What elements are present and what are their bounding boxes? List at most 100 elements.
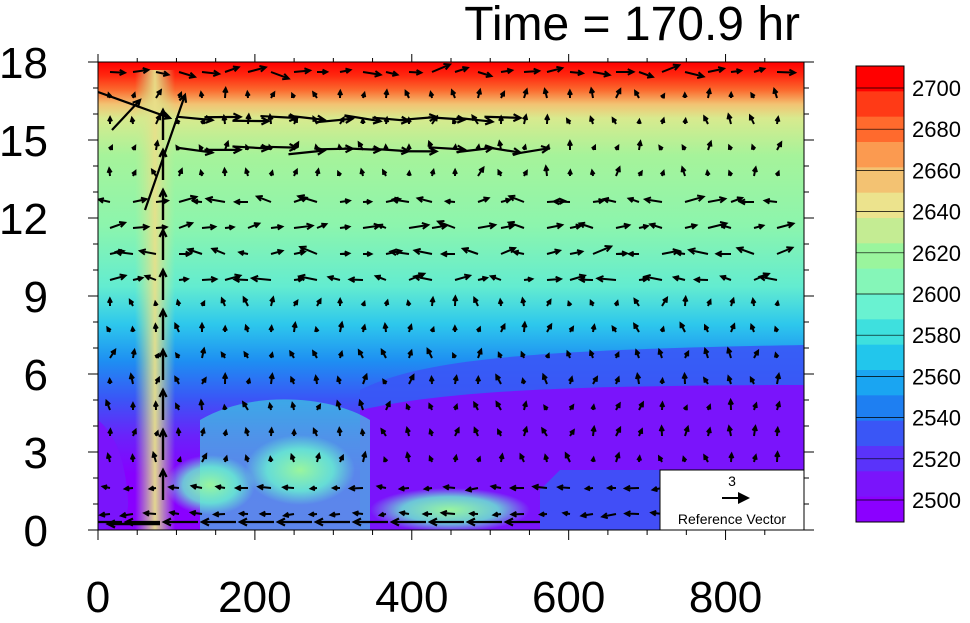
wind-vector <box>476 325 482 333</box>
wind-vector <box>600 512 617 520</box>
wind-vector <box>347 484 364 492</box>
wind-vector <box>500 67 515 75</box>
wind-vector <box>189 483 203 490</box>
wind-vector <box>291 428 297 437</box>
wind-vector <box>177 90 183 99</box>
wind-vector <box>198 398 205 411</box>
wind-vector <box>522 87 529 99</box>
wind-vector <box>728 90 734 99</box>
wind-vector <box>497 351 503 359</box>
wind-vector <box>726 424 733 437</box>
wind-vector <box>568 375 574 385</box>
wind-vector <box>520 350 526 359</box>
wind-vector <box>412 273 433 282</box>
wind-vector <box>541 372 548 385</box>
wind-vector <box>362 372 368 385</box>
wind-vector <box>131 427 137 437</box>
wind-vector <box>500 246 517 255</box>
wind-vector <box>477 71 494 79</box>
wind-vector <box>772 86 779 99</box>
wind-vector <box>456 116 495 126</box>
wind-vector <box>347 276 364 284</box>
wind-vector <box>428 427 434 437</box>
wind-vector <box>328 511 341 518</box>
wind-vector <box>214 484 226 491</box>
wind-vector <box>507 194 525 203</box>
colorbar-swatch <box>856 370 904 396</box>
wind-vector <box>727 169 734 177</box>
wind-vector <box>260 142 299 152</box>
wind-vector <box>497 297 504 307</box>
wind-vector <box>200 346 207 359</box>
wind-vector <box>224 65 241 73</box>
wind-vector <box>634 89 640 99</box>
wind-vector <box>383 298 390 307</box>
colorbar-swatch <box>856 420 904 447</box>
colorbar-label: 2660 <box>912 158 961 183</box>
wind-vector <box>774 450 781 463</box>
wind-vector <box>247 65 268 73</box>
x-tick-label: 600 <box>532 573 605 618</box>
wind-vector <box>427 517 464 527</box>
y-tick-label: 12 <box>0 195 48 244</box>
wind-vector <box>204 112 243 122</box>
chart-title: Time = 170.9 hr <box>464 0 800 51</box>
wind-vector <box>380 427 387 437</box>
wind-vector <box>774 299 780 307</box>
wind-vector <box>375 484 387 491</box>
wind-vector <box>729 296 736 307</box>
wind-vector <box>497 168 503 177</box>
wind-vector <box>405 402 411 411</box>
wind-vector <box>293 67 313 75</box>
reference-vector-magnitude: 3 <box>728 473 736 489</box>
wind-vector <box>351 517 388 527</box>
wind-vector <box>132 275 145 282</box>
wind-vector <box>658 424 665 437</box>
wind-vector <box>382 322 389 333</box>
x-tick-label: 200 <box>218 573 291 618</box>
wind-vector <box>143 274 157 281</box>
wind-vector <box>385 70 400 77</box>
wind-vector <box>312 349 318 359</box>
wind-vector <box>360 90 367 99</box>
wind-vector <box>657 347 664 359</box>
field-left-purple <box>98 420 129 530</box>
wind-vector <box>150 167 157 177</box>
wind-vector <box>648 222 663 229</box>
wind-vector <box>361 450 368 463</box>
wind-vector <box>222 324 228 333</box>
wind-vector <box>426 347 433 359</box>
wind-vector <box>247 222 262 229</box>
wind-vector <box>637 169 643 177</box>
wind-vector <box>682 294 689 307</box>
colorbar-label: 2640 <box>912 200 961 225</box>
wind-vector <box>178 221 195 229</box>
wind-vector <box>177 167 184 177</box>
wind-vector <box>546 65 565 73</box>
wind-vector <box>436 219 456 229</box>
wind-vector <box>293 222 315 231</box>
wind-vector <box>615 165 621 177</box>
wind-vector <box>128 372 135 385</box>
wind-vector <box>452 324 458 333</box>
colorbar-label: 2580 <box>912 323 961 348</box>
wind-vector <box>659 116 666 125</box>
field-green-blob-1 <box>245 435 355 505</box>
wind-vector <box>465 517 502 527</box>
wind-vector <box>315 451 321 463</box>
colorbar-label: 2680 <box>912 117 961 142</box>
wind-vector <box>658 144 664 151</box>
wind-vector <box>661 248 681 256</box>
wind-vector <box>522 425 529 437</box>
wind-vector <box>122 485 134 492</box>
wind-vector <box>499 90 506 99</box>
wind-vector <box>443 198 456 205</box>
wind-vector <box>439 250 456 258</box>
wind-vector <box>642 273 663 282</box>
wind-vector <box>338 349 344 359</box>
wind-vector <box>638 223 650 230</box>
wind-vector <box>298 245 318 255</box>
wind-vector <box>638 71 655 79</box>
wind-vector <box>199 517 236 527</box>
